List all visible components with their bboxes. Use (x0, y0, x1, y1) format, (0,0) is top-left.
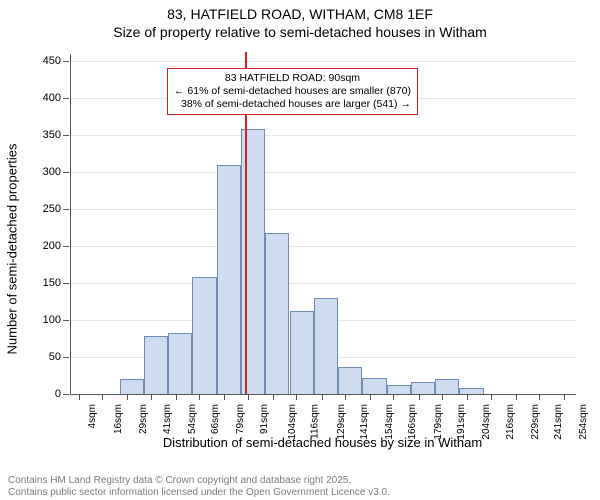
x-tick-label: 29sqm (138, 404, 149, 434)
annotation-box: 83 HATFIELD ROAD: 90sqm← 61% of semi-det… (167, 68, 418, 115)
histogram-bar (459, 388, 483, 394)
y-tick-label: 0 (55, 388, 61, 400)
histogram-bar (192, 277, 216, 394)
x-axis-label: Distribution of semi-detached houses by … (70, 435, 575, 450)
y-tick-label: 100 (43, 314, 61, 326)
histogram-bar (168, 333, 192, 394)
x-tick-label: 79sqm (235, 404, 246, 434)
x-tick-label: 54sqm (187, 404, 198, 434)
y-axis-label: Number of semi-detached properties (5, 144, 20, 355)
plot-area: 0501001502002503003504004504sqm16sqm29sq… (70, 54, 576, 395)
y-tick-label: 250 (43, 203, 61, 215)
x-tick-label: 254sqm (578, 404, 589, 440)
y-tick-label: 150 (43, 277, 61, 289)
y-tick-label: 450 (43, 55, 61, 67)
x-tick-label: 91sqm (259, 404, 270, 434)
histogram-bar (120, 379, 144, 394)
footer-line-1: Contains HM Land Registry data © Crown c… (8, 475, 390, 487)
x-tick-label: 116sqm (310, 404, 321, 439)
histogram-bar (435, 379, 459, 394)
histogram-bar (411, 382, 435, 394)
histogram-bar (265, 233, 289, 394)
y-tick-label: 350 (43, 129, 61, 141)
histogram-bar (314, 298, 338, 394)
histogram-bar (217, 165, 241, 394)
y-tick-label: 200 (43, 240, 61, 252)
histogram-bar (387, 385, 411, 394)
attribution-footer: Contains HM Land Registry data © Crown c… (8, 475, 390, 498)
x-tick-label: 4sqm (87, 404, 98, 428)
page-subtitle: Size of property relative to semi-detach… (0, 24, 600, 42)
page-title: 83, HATFIELD ROAD, WITHAM, CM8 1EF (0, 6, 600, 24)
footer-line-2: Contains public sector information licen… (8, 487, 390, 499)
histogram-chart: Number of semi-detached properties 05010… (0, 44, 600, 454)
x-tick-label: 16sqm (113, 404, 124, 434)
y-tick-label: 50 (49, 351, 61, 363)
histogram-bar (338, 367, 362, 394)
x-tick-label: 41sqm (162, 404, 173, 434)
y-tick-label: 300 (43, 166, 61, 178)
x-tick-label: 66sqm (210, 404, 221, 434)
histogram-bar (362, 378, 386, 394)
y-tick-label: 400 (43, 92, 61, 104)
histogram-bar (290, 311, 314, 394)
histogram-bar (144, 336, 168, 394)
